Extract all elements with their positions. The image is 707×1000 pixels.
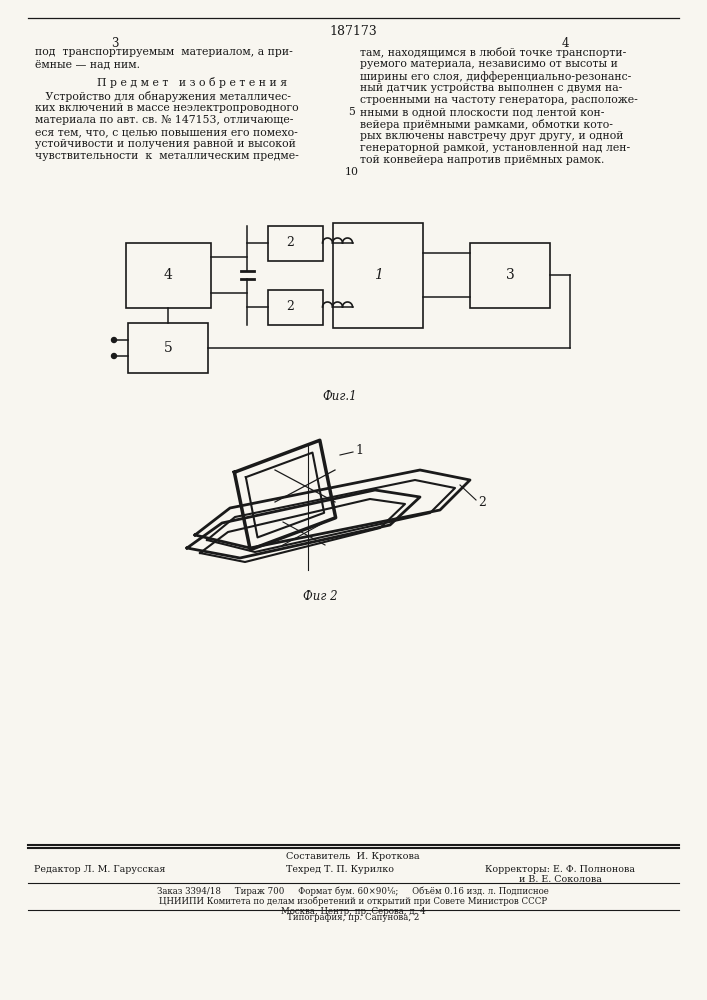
Text: материала по авт. св. № 147153, отличающе-: материала по авт. св. № 147153, отличающ… <box>35 115 293 125</box>
Text: Фиг.1: Фиг.1 <box>322 390 357 403</box>
Text: 10: 10 <box>345 167 359 177</box>
Text: Редактор Л. М. Гарусская: Редактор Л. М. Гарусская <box>34 865 165 874</box>
Text: той конвейера напротив приёмных рамок.: той конвейера напротив приёмных рамок. <box>360 155 604 165</box>
Circle shape <box>112 354 117 359</box>
Text: ЦНИИПИ Комитета по делам изобретений и открытий при Совете Министров СССР: ЦНИИПИ Комитета по делам изобретений и о… <box>159 897 547 906</box>
Text: Устройство для обнаружения металличес-: Устройство для обнаружения металличес- <box>35 91 291 102</box>
Text: строенными на частоту генератора, расположе-: строенными на частоту генератора, распол… <box>360 95 638 105</box>
Bar <box>470 242 550 308</box>
Text: ный датчик устройства выполнен с двумя на-: ный датчик устройства выполнен с двумя н… <box>360 83 622 93</box>
Text: ширины его слоя, дифференциально-резонанс-: ширины его слоя, дифференциально-резонан… <box>360 71 631 82</box>
Text: 187173: 187173 <box>329 25 377 38</box>
Text: 1: 1 <box>373 268 382 282</box>
Bar <box>267 290 322 324</box>
Text: Корректоры: Е. Ф. Полнонова: Корректоры: Е. Ф. Полнонова <box>485 865 635 874</box>
Bar <box>267 226 322 260</box>
Text: 1: 1 <box>355 444 363 456</box>
Text: руемого материала, независимо от высоты и: руемого материала, независимо от высоты … <box>360 59 618 69</box>
Text: и В. Е. Соколова: и В. Е. Соколова <box>518 875 602 884</box>
Text: там, находящимся в любой точке транспорти-: там, находящимся в любой точке транспорт… <box>360 47 626 58</box>
Text: 4: 4 <box>561 37 568 50</box>
Text: нными в одной плоскости под лентой кон-: нными в одной плоскости под лентой кон- <box>360 107 604 117</box>
Text: Москва, Центр, пр. Серова, д. 4: Москва, Центр, пр. Серова, д. 4 <box>281 907 426 916</box>
Circle shape <box>112 338 117 342</box>
Bar <box>333 223 423 328</box>
Text: 2: 2 <box>286 236 294 249</box>
Text: 5: 5 <box>349 107 356 117</box>
Text: ёмные — над ним.: ёмные — над ним. <box>35 59 140 69</box>
Text: Составитель  И. Кроткова: Составитель И. Кроткова <box>286 852 420 861</box>
Text: 4: 4 <box>163 268 173 282</box>
Bar <box>128 323 208 373</box>
Text: Техред Т. П. Курилко: Техред Т. П. Курилко <box>286 865 394 874</box>
Text: Заказ 3394/18     Тираж 700     Формат бум. 60×90⅛;     Объём 0.16 изд. л. Подпи: Заказ 3394/18 Тираж 700 Формат бум. 60×9… <box>157 887 549 896</box>
Text: вейера приёмными рамками, обмотки кото-: вейера приёмными рамками, обмотки кото- <box>360 119 613 130</box>
Text: 2: 2 <box>286 300 294 314</box>
Text: ких включений в массе неэлектропроводного: ких включений в массе неэлектропроводног… <box>35 103 298 113</box>
Text: устойчивости и получения равной и высокой: устойчивости и получения равной и высоко… <box>35 139 296 149</box>
Text: 2: 2 <box>478 495 486 508</box>
Text: П р е д м е т   и з о б р е т е н и я: П р е д м е т и з о б р е т е н и я <box>97 77 287 88</box>
Text: генераторной рамкой, установленной над лен-: генераторной рамкой, установленной над л… <box>360 143 630 153</box>
Text: рых включены навстречу друг другу, и одной: рых включены навстречу друг другу, и одн… <box>360 131 624 141</box>
Text: 3: 3 <box>506 268 515 282</box>
Text: под  транспортируемым  материалом, а при-: под транспортируемым материалом, а при- <box>35 47 293 57</box>
Text: еся тем, что, с целью повышения его помехо-: еся тем, что, с целью повышения его поме… <box>35 127 298 137</box>
Text: 5: 5 <box>163 341 173 355</box>
Text: Фиг 2: Фиг 2 <box>303 590 337 603</box>
Text: 3: 3 <box>111 37 119 50</box>
Bar <box>126 242 211 308</box>
Text: чувствительности  к  металлическим предме-: чувствительности к металлическим предме- <box>35 151 299 161</box>
Text: Типография, пр. Сапунова, 2: Типография, пр. Сапунова, 2 <box>287 913 419 922</box>
